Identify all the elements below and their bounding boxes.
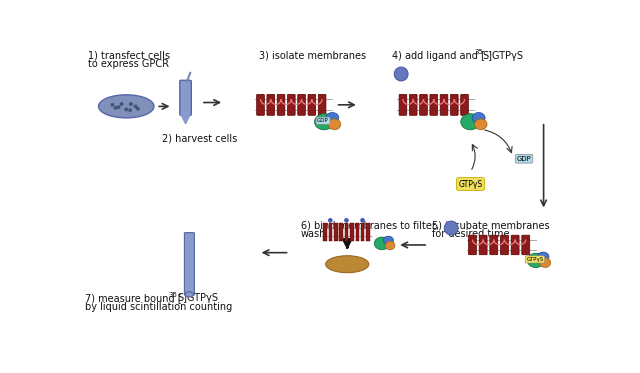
FancyBboxPatch shape xyxy=(267,94,275,115)
Ellipse shape xyxy=(99,95,154,118)
Bar xyxy=(345,223,348,241)
Circle shape xyxy=(116,105,120,109)
Text: GTPγS: GTPγS xyxy=(526,257,543,262)
Text: GTPγS: GTPγS xyxy=(458,179,483,188)
Text: for desired time: for desired time xyxy=(432,229,509,239)
Ellipse shape xyxy=(326,113,339,123)
Text: 35: 35 xyxy=(168,292,177,298)
FancyBboxPatch shape xyxy=(277,94,285,115)
Circle shape xyxy=(111,103,115,107)
Text: GDP: GDP xyxy=(317,118,329,123)
Text: 2) harvest cells: 2) harvest cells xyxy=(163,133,237,143)
Text: 3) isolate membranes: 3) isolate membranes xyxy=(259,51,366,61)
FancyBboxPatch shape xyxy=(451,94,458,115)
FancyBboxPatch shape xyxy=(399,94,407,115)
FancyBboxPatch shape xyxy=(308,94,316,115)
Text: S]GTPγS: S]GTPγS xyxy=(483,51,524,61)
Text: by liquid scintillation counting: by liquid scintillation counting xyxy=(86,302,233,312)
Bar xyxy=(334,223,337,241)
Text: 5) incubate membranes: 5) incubate membranes xyxy=(432,220,550,230)
FancyBboxPatch shape xyxy=(298,94,305,115)
Circle shape xyxy=(444,221,458,235)
FancyBboxPatch shape xyxy=(461,94,468,115)
Circle shape xyxy=(124,107,128,112)
Circle shape xyxy=(129,102,133,106)
Text: to express GPCR: to express GPCR xyxy=(88,59,169,69)
FancyBboxPatch shape xyxy=(257,94,264,115)
FancyBboxPatch shape xyxy=(410,94,417,115)
FancyBboxPatch shape xyxy=(490,235,498,255)
Ellipse shape xyxy=(461,114,480,130)
FancyBboxPatch shape xyxy=(180,80,191,116)
Ellipse shape xyxy=(374,237,390,250)
Bar xyxy=(366,223,370,241)
FancyBboxPatch shape xyxy=(420,94,428,115)
Bar xyxy=(356,223,359,241)
Text: 7) measure bound [: 7) measure bound [ xyxy=(86,294,182,304)
FancyBboxPatch shape xyxy=(318,94,326,115)
FancyBboxPatch shape xyxy=(440,94,448,115)
Circle shape xyxy=(128,108,132,112)
Ellipse shape xyxy=(385,241,395,250)
Circle shape xyxy=(134,104,138,108)
Ellipse shape xyxy=(328,119,340,130)
Circle shape xyxy=(394,67,408,81)
Text: wash: wash xyxy=(301,229,326,239)
FancyBboxPatch shape xyxy=(430,94,438,115)
Circle shape xyxy=(360,218,365,223)
Ellipse shape xyxy=(538,252,549,262)
Circle shape xyxy=(120,102,124,106)
FancyBboxPatch shape xyxy=(468,235,476,255)
Text: 6) bind membranes to filter,: 6) bind membranes to filter, xyxy=(301,220,439,230)
Circle shape xyxy=(113,106,117,110)
Circle shape xyxy=(136,107,140,111)
FancyBboxPatch shape xyxy=(500,235,508,255)
Bar xyxy=(361,223,364,241)
Circle shape xyxy=(328,218,333,223)
Ellipse shape xyxy=(540,258,551,267)
Text: 35: 35 xyxy=(474,49,483,55)
Ellipse shape xyxy=(383,236,394,245)
Ellipse shape xyxy=(472,113,485,123)
FancyBboxPatch shape xyxy=(184,233,195,295)
Polygon shape xyxy=(181,115,190,124)
Ellipse shape xyxy=(474,119,487,130)
FancyBboxPatch shape xyxy=(479,235,487,255)
FancyBboxPatch shape xyxy=(522,235,530,255)
Ellipse shape xyxy=(314,114,334,130)
Bar xyxy=(329,223,332,241)
Ellipse shape xyxy=(185,292,194,297)
FancyBboxPatch shape xyxy=(511,235,519,255)
Text: GDP: GDP xyxy=(516,156,531,162)
Bar xyxy=(339,223,343,241)
Text: 1) transfect cells: 1) transfect cells xyxy=(88,51,170,61)
Ellipse shape xyxy=(527,253,545,267)
Bar xyxy=(350,223,354,241)
Text: S]GTPγS: S]GTPγS xyxy=(177,294,218,304)
FancyBboxPatch shape xyxy=(287,94,295,115)
Circle shape xyxy=(344,218,349,223)
Text: 4) add ligand and [: 4) add ligand and [ xyxy=(392,51,484,61)
Ellipse shape xyxy=(326,256,369,273)
Bar xyxy=(323,223,327,241)
